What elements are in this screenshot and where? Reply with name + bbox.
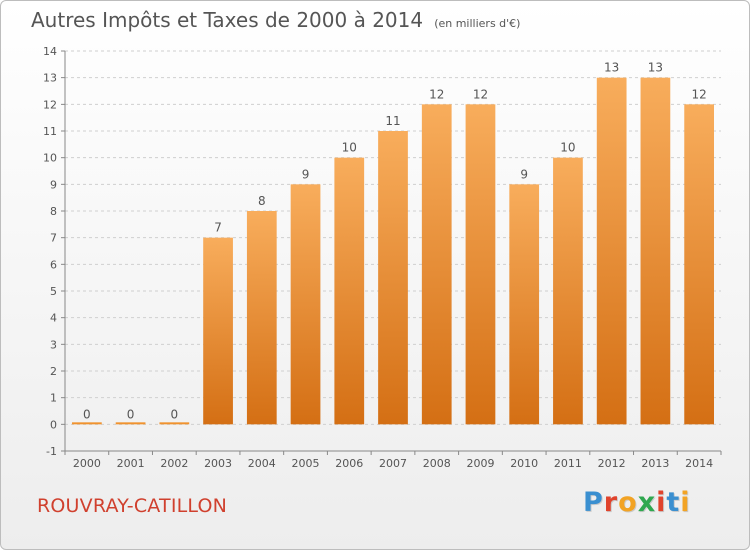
y-tick-label: 5	[50, 285, 57, 298]
y-tick-label: 13	[43, 72, 57, 85]
x-tick-label-2003: 2003	[204, 457, 232, 470]
bar-2007	[378, 131, 408, 425]
data-label-2013: 13	[648, 61, 663, 75]
bar-2000	[71, 422, 102, 425]
x-tick-label-2012: 2012	[598, 457, 626, 470]
bar-2008	[421, 104, 452, 425]
brand-logo: Proxiti	[583, 487, 691, 518]
data-label-2009: 12	[473, 87, 488, 101]
x-tick-label-2004: 2004	[248, 457, 276, 470]
x-tick-label-2010: 2010	[510, 457, 538, 470]
data-label-2012: 13	[604, 61, 619, 75]
bar-2013	[640, 77, 671, 425]
x-tick-label-2000: 2000	[73, 457, 101, 470]
x-tick-label-2009: 2009	[466, 457, 494, 470]
data-label-2011: 10	[560, 141, 575, 155]
y-tick-label: 11	[43, 125, 57, 138]
data-label-2014: 12	[691, 87, 706, 101]
data-label-2002: 0	[171, 407, 179, 421]
data-label-2004: 8	[258, 194, 266, 208]
y-tick-label: 1	[50, 392, 57, 405]
data-labels: 0 0 0 7 8 9 10 11 12 12 9 10 13 13 12	[83, 61, 707, 422]
bar-2002	[159, 422, 190, 425]
data-label-2007: 11	[385, 114, 400, 128]
bar-2014	[684, 104, 715, 425]
data-label-2003: 7	[214, 221, 222, 235]
bar-2001	[115, 422, 146, 425]
y-tick-label: 8	[50, 205, 57, 218]
x-tick-label-2008: 2008	[423, 457, 451, 470]
chart-subtitle: (en milliers d'€)	[434, 17, 521, 30]
y-tick-label: 6	[50, 258, 57, 271]
x-tick-label-2006: 2006	[335, 457, 363, 470]
y-tick-label: -1	[46, 445, 57, 458]
bar-2011	[553, 157, 583, 425]
data-label-2010: 9	[520, 167, 528, 181]
x-tick-label-2007: 2007	[379, 457, 407, 470]
y-tick-label: 3	[50, 338, 57, 351]
x-tick-label-2011: 2011	[554, 457, 582, 470]
bar-2005	[290, 184, 321, 425]
y-tick-label: 0	[50, 418, 57, 431]
y-tick-label: 14	[43, 45, 57, 58]
x-tick-label-2001: 2001	[117, 457, 145, 470]
y-tick-label: 10	[43, 152, 57, 165]
data-label-2008: 12	[429, 87, 444, 101]
bar-2003	[203, 237, 233, 425]
x-tick-label-2013: 2013	[641, 457, 669, 470]
bar-2004	[246, 211, 277, 425]
y-tick-label: 9	[50, 178, 57, 191]
data-label-2001: 0	[127, 407, 135, 421]
data-label-2005: 9	[302, 167, 310, 181]
x-tick-label-2005: 2005	[292, 457, 320, 470]
y-tick-label: 12	[43, 98, 57, 111]
bars	[71, 77, 715, 425]
title-row: Autres Impôts et Taxes de 2000 à 2014 (e…	[31, 8, 520, 32]
commune-name: ROUVRAY-CATILLON	[37, 495, 228, 517]
y-tick-label: 2	[50, 365, 57, 378]
x-tick-label-2014: 2014	[685, 457, 713, 470]
bar-2006	[334, 157, 365, 425]
y-tick-label: 4	[50, 312, 57, 325]
data-label-2006: 10	[342, 141, 357, 155]
y-tick-label: 7	[50, 232, 57, 245]
data-label-2000: 0	[83, 407, 91, 421]
x-tick-label-2002: 2002	[160, 457, 188, 470]
bar-2009	[465, 104, 496, 425]
bar-2012	[596, 77, 627, 425]
bar-2010	[509, 184, 540, 425]
chart-title: Autres Impôts et Taxes de 2000 à 2014	[31, 8, 424, 32]
